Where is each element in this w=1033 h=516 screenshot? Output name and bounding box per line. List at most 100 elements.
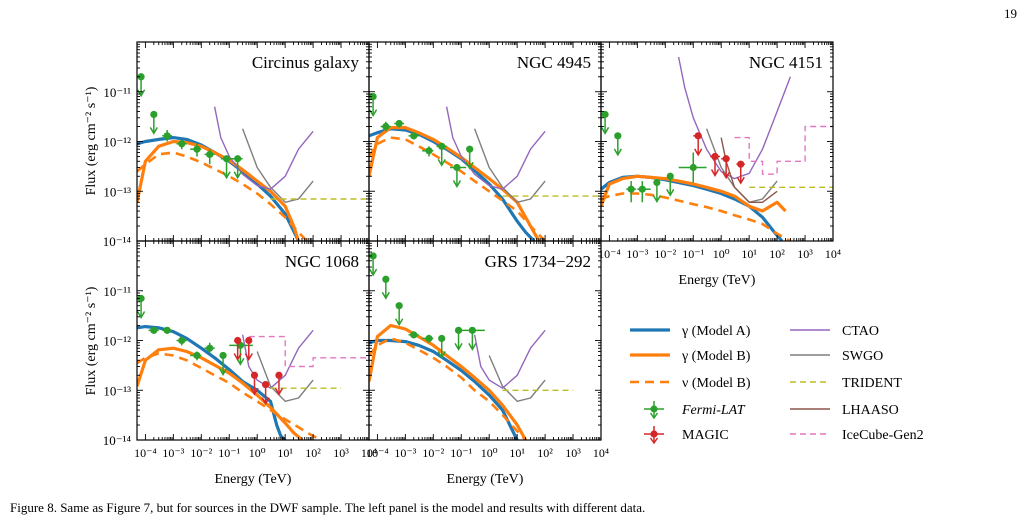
series-dashed-pink-line bbox=[734, 125, 833, 175]
series-solid-purple-line bbox=[213, 106, 314, 190]
fermi-point bbox=[422, 146, 434, 157]
fermi-point bbox=[626, 181, 637, 203]
panel-title: NGC 1068 bbox=[285, 252, 359, 271]
fermi-point bbox=[666, 172, 675, 197]
series-solid-blue-line bbox=[137, 325, 287, 440]
legend-label: IceCube-Gen2 bbox=[842, 428, 924, 443]
x-tick-label: 10³ bbox=[797, 247, 813, 261]
series-solid-orange-line bbox=[369, 323, 527, 440]
series-solid-purple-line bbox=[445, 106, 546, 190]
legend-label: CTAO bbox=[842, 324, 879, 339]
x-tick-label: 10⁻⁴ bbox=[598, 247, 621, 261]
fermi-point bbox=[678, 152, 707, 183]
y-tick-label: 10⁻¹⁴ bbox=[103, 234, 132, 249]
fermi-point bbox=[162, 326, 173, 334]
magic-point bbox=[710, 152, 720, 177]
y-tick-label: 10⁻¹¹ bbox=[103, 284, 131, 299]
fermi-point bbox=[218, 351, 228, 376]
panel-title: NGC 4945 bbox=[517, 53, 591, 72]
magic-point bbox=[244, 336, 253, 361]
plot-area bbox=[137, 73, 369, 241]
fermi-point bbox=[369, 252, 378, 277]
fermi-point bbox=[176, 139, 187, 150]
y-tick-label: 10⁻¹³ bbox=[103, 184, 131, 199]
fermi-point bbox=[190, 351, 202, 361]
panel-title: Circinus galaxy bbox=[252, 53, 360, 72]
magic-point bbox=[261, 380, 270, 406]
x-tick-label: 10⁴ bbox=[825, 247, 841, 261]
series-dashed-pink-line bbox=[248, 335, 369, 368]
caption-fragment: Figure 8. Same as Figure 7, but for sour… bbox=[10, 500, 646, 515]
fermi-point bbox=[465, 145, 474, 170]
series-solid-gray-line bbox=[488, 355, 546, 402]
ticks bbox=[137, 41, 370, 242]
legend: γ (Model A) γ (Model B) ν (Model B) Fermi-L… bbox=[630, 324, 924, 445]
y-axis-label: Flux (erg cm⁻² s⁻¹) bbox=[84, 86, 99, 195]
series-dashed-orange-line bbox=[137, 151, 308, 241]
x-tick-label: 10¹ bbox=[277, 446, 293, 460]
series-solid-blue-line bbox=[369, 127, 536, 241]
legend-label: MAGIC bbox=[682, 428, 729, 443]
figure-panels: Circinus galaxy 10⁻¹¹ 10⁻¹² 10⁻¹³ 10⁻¹⁴ NGC 4… bbox=[84, 41, 924, 487]
x-tick-label: 10⁴ bbox=[361, 446, 377, 460]
series-solid-purple-line bbox=[677, 56, 792, 180]
legend-item: γ (Model A) bbox=[630, 324, 751, 339]
fermi-point bbox=[613, 132, 622, 157]
fermi-point bbox=[176, 336, 187, 346]
legend-label: TRIDENT bbox=[842, 376, 902, 391]
x-axis-label: Energy (TeV) bbox=[679, 273, 756, 288]
x-axis-label: Energy (TeV) bbox=[447, 472, 524, 487]
x-tick-label: 10² bbox=[305, 446, 321, 460]
fermi-point bbox=[461, 326, 485, 351]
fermi-point bbox=[137, 294, 146, 319]
x-tick-label: 10⁻³ bbox=[626, 247, 648, 261]
magic-point bbox=[233, 336, 242, 361]
series-dashed-orange-line bbox=[601, 192, 792, 241]
legend-item: γ (Model B) bbox=[630, 349, 751, 364]
panel-2: NGC 4945 bbox=[368, 41, 602, 242]
series-solid-orange-line bbox=[369, 126, 541, 241]
series-solid-gray-line bbox=[256, 351, 314, 402]
plot-area bbox=[369, 92, 601, 241]
x-tick-label: 10² bbox=[769, 247, 785, 261]
legend-label: LHAASO bbox=[842, 403, 899, 418]
fermi-point bbox=[454, 326, 463, 351]
ticks bbox=[601, 41, 834, 242]
plot-area bbox=[601, 56, 833, 241]
plot-area bbox=[369, 252, 574, 440]
series-solid-gray-line bbox=[473, 128, 546, 203]
x-axis-label: Energy (TeV) bbox=[215, 472, 292, 487]
y-tick-label: 10⁻¹² bbox=[103, 135, 131, 150]
x-tick-label: 10⁰ bbox=[713, 247, 730, 261]
legend-item: LHAASO bbox=[790, 403, 899, 418]
legend-item: Fermi-LAT bbox=[644, 401, 746, 420]
legend-item: IceCube-Gen2 bbox=[790, 428, 924, 443]
legend-label: ν (Model B) bbox=[682, 376, 751, 391]
series-solid-orange-line bbox=[137, 139, 301, 241]
page-number: 19 bbox=[1004, 6, 1017, 21]
y-tick-label: 10⁻¹¹ bbox=[103, 85, 131, 100]
fermi-point bbox=[436, 142, 447, 167]
series-solid-gray-line bbox=[241, 128, 314, 203]
series-solid-purple-line bbox=[473, 329, 546, 389]
series-solid-orange-line bbox=[137, 346, 304, 440]
x-tick-label: 10⁻³ bbox=[162, 446, 184, 460]
magic-point bbox=[693, 132, 703, 157]
fermi-point bbox=[408, 132, 419, 140]
series-solid-orange-line bbox=[601, 174, 787, 213]
fermi-point bbox=[395, 302, 404, 327]
x-tick-label: 10⁻¹ bbox=[450, 446, 472, 460]
x-tick-label: 10² bbox=[537, 446, 553, 460]
magic-point bbox=[736, 160, 745, 185]
magic-point bbox=[250, 371, 259, 396]
x-tick-label: 10³ bbox=[333, 446, 349, 460]
panel-title: NGC 4151 bbox=[749, 53, 823, 72]
fermi-point bbox=[637, 181, 651, 203]
y-tick-label: 10⁻¹³ bbox=[103, 383, 131, 398]
y-tick-label: 10⁻¹² bbox=[103, 334, 131, 349]
panel-title: GRS 1734−292 bbox=[485, 252, 591, 271]
y-axis-label: Flux (erg cm⁻² s⁻¹) bbox=[84, 286, 99, 395]
legend-label: γ (Model A) bbox=[681, 324, 751, 339]
legend-item: CTAO bbox=[790, 324, 879, 339]
fermi-point bbox=[204, 149, 215, 165]
